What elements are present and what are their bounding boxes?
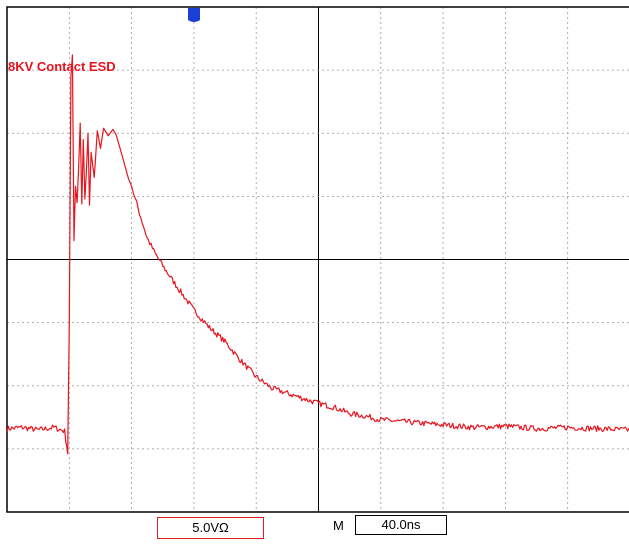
- timebase-label: M: [333, 518, 344, 533]
- series-line: [6, 54, 629, 455]
- chart-title: 8KV Contact ESD: [8, 59, 116, 74]
- time-per-div-readout: 40.0ns: [355, 515, 447, 535]
- trigger-marker-icon: [188, 8, 200, 22]
- grid: [7, 7, 629, 512]
- plot-frame: [6, 6, 629, 513]
- volts-per-div-readout: 5.0VΩ: [157, 517, 264, 539]
